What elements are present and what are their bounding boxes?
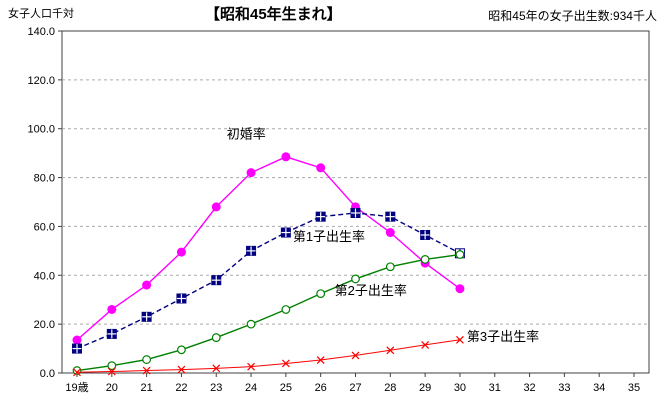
y-tick-label: 0.0 — [40, 368, 55, 380]
y-tick-label: 100.0 — [27, 124, 55, 136]
x-tick-label: 26 — [315, 382, 327, 394]
x-tick-label: 23 — [210, 382, 222, 394]
x-tick-label: 25 — [280, 382, 292, 394]
marker-second-child-birth-rate — [316, 289, 326, 299]
marker-third-child-birth-rate — [73, 368, 81, 377]
marker-first-child-birth-rate — [141, 311, 152, 322]
y-tick-label: 60.0 — [34, 221, 55, 233]
x-tick-label: 34 — [593, 382, 605, 394]
x-tick-label: 35 — [628, 382, 640, 394]
series-line-second-child-birth-rate — [76, 253, 461, 372]
marker-first-child-birth-rate — [420, 229, 431, 240]
marker-first-marriage-rate — [142, 280, 152, 290]
marker-first-marriage-rate — [72, 335, 82, 345]
marker-second-child-birth-rate — [246, 319, 256, 329]
marker-first-child-birth-rate — [246, 245, 257, 256]
marker-first-child-birth-rate — [106, 328, 117, 339]
y-tick-label: 80.0 — [34, 173, 55, 185]
chart-note: 昭和45年の女子出生数:934千人 — [488, 9, 657, 23]
marker-third-child-birth-rate — [212, 364, 221, 373]
marker-first-child-birth-rate — [176, 293, 187, 304]
marker-third-child-birth-rate — [247, 362, 255, 371]
marker-second-child-birth-rate — [72, 366, 82, 375]
y-axis-unit-label: 女子人口千対 — [8, 8, 74, 20]
x-tick-label: 24 — [245, 382, 257, 394]
series-line-first-marriage-rate — [76, 156, 461, 341]
x-tick-label: 21 — [141, 382, 153, 394]
marker-third-child-birth-rate — [107, 367, 116, 376]
marker-third-child-birth-rate — [142, 366, 151, 375]
marker-first-marriage-rate — [316, 163, 326, 173]
marker-second-child-birth-rate — [420, 255, 430, 264]
x-tick-label: 20 — [106, 382, 118, 394]
marker-first-child-birth-rate — [72, 343, 82, 354]
series-label-second-child: 第2子出生率 — [335, 283, 407, 298]
chart-title: 【昭和45年生まれ】 — [205, 6, 342, 23]
x-tick-label: 33 — [558, 382, 570, 394]
marker-first-marriage-rate — [107, 304, 117, 314]
marker-first-marriage-rate — [455, 284, 465, 294]
marker-first-child-birth-rate — [385, 211, 396, 222]
marker-second-child-birth-rate — [142, 355, 152, 364]
marker-first-child-birth-rate — [211, 275, 222, 286]
series-line-first-child-birth-rate — [76, 212, 461, 350]
y-tick-label: 20.0 — [34, 319, 55, 331]
x-tick-label: 29 — [419, 382, 431, 394]
x-tick-label: 31 — [489, 382, 501, 394]
marker-third-child-birth-rate — [456, 335, 464, 344]
x-tick-label: 27 — [349, 382, 361, 394]
x-tick-label: 22 — [175, 382, 187, 394]
x-tick-label: 19歳 — [65, 381, 88, 394]
marker-third-child-birth-rate — [386, 346, 395, 355]
marker-third-child-birth-rate — [177, 365, 186, 374]
series-label-first-child: 第1子出生率 — [293, 229, 365, 244]
marker-first-child-birth-rate — [350, 207, 361, 218]
series-line-third-child-birth-rate — [76, 339, 461, 373]
marker-third-child-birth-rate — [421, 340, 430, 349]
y-tick-label: 140.0 — [27, 26, 55, 38]
marker-first-marriage-rate — [211, 202, 221, 212]
marker-first-marriage-rate — [246, 168, 256, 178]
x-tick-label: 28 — [384, 382, 396, 394]
marker-first-marriage-rate — [385, 228, 395, 238]
marker-third-child-birth-rate — [281, 359, 290, 368]
series-label-third-child: 第3子出生率 — [467, 329, 539, 344]
marker-first-marriage-rate — [176, 247, 186, 257]
marker-second-child-birth-rate — [281, 305, 291, 314]
marker-third-child-birth-rate — [351, 351, 360, 360]
marker-second-child-birth-rate — [351, 274, 360, 284]
marker-second-child-birth-rate — [211, 333, 221, 342]
series-label-first-marriage: 初婚率 — [227, 126, 266, 141]
marker-second-child-birth-rate — [177, 345, 186, 355]
marker-third-child-birth-rate — [316, 356, 325, 364]
y-tick-label: 40.0 — [34, 270, 55, 282]
marker-second-child-birth-rate — [107, 361, 117, 371]
y-tick-label: 120.0 — [27, 75, 55, 87]
x-tick-label: 30 — [454, 382, 466, 394]
x-tick-label: 32 — [523, 382, 535, 394]
marker-first-child-birth-rate — [280, 227, 291, 238]
marker-first-child-birth-rate — [315, 211, 326, 222]
marker-second-child-birth-rate — [455, 250, 465, 259]
marker-second-child-birth-rate — [385, 262, 395, 272]
marker-first-marriage-rate — [281, 152, 291, 162]
